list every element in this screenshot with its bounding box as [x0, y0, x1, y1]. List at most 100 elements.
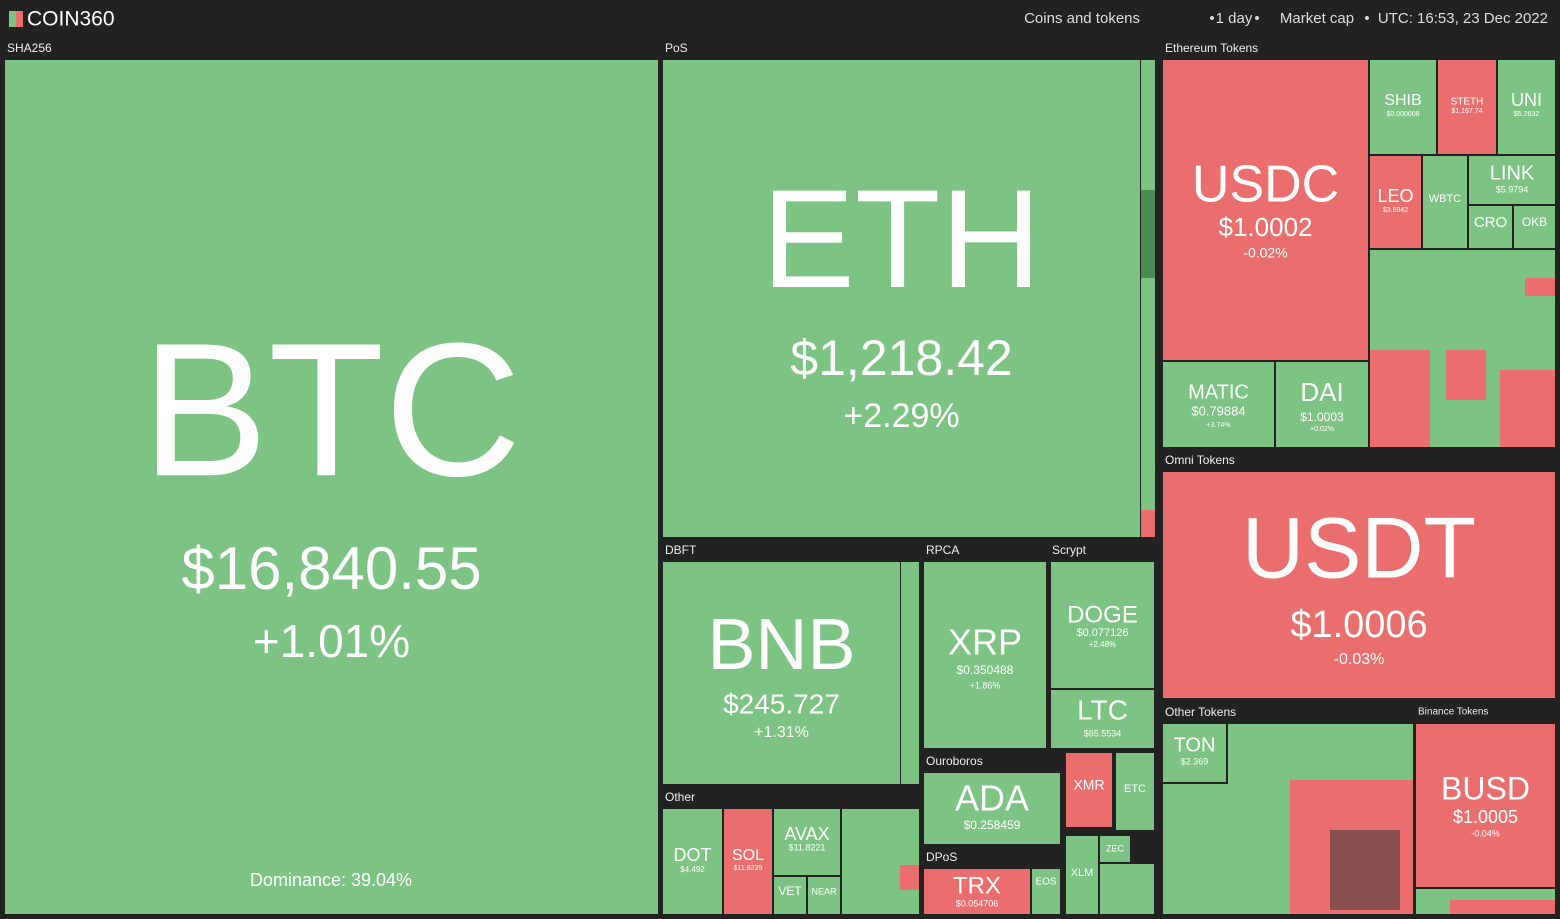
tile-symbol: USDC: [1192, 156, 1339, 214]
tile-symbol: TRX: [953, 872, 1001, 899]
tile-symbol: USDT: [1242, 501, 1476, 597]
tile[interactable]: DOT$4.492: [663, 809, 722, 914]
tile-change: +0.02%: [1310, 426, 1334, 433]
group-label: Other: [665, 790, 695, 804]
tile-box: [1276, 362, 1368, 447]
tile[interactable]: BTC $16,840.55 +1.01%: [5, 60, 658, 914]
group-label: SHA256: [7, 41, 52, 55]
tile[interactable]: LINK$5.9794: [1469, 156, 1555, 204]
tile[interactable]: WBTC: [1423, 156, 1467, 248]
tile-box: [1416, 724, 1555, 887]
tile-change: +2.29%: [843, 397, 959, 435]
group-label: Omni Tokens: [1165, 453, 1235, 467]
tile-price: $1,218.42: [790, 330, 1012, 386]
group-label: DBFT: [665, 543, 697, 557]
tile[interactable]: CRO: [1469, 206, 1512, 248]
tile[interactable]: NEAR: [808, 877, 840, 914]
tile-symbol: VET: [778, 884, 802, 898]
tile[interactable]: SOL$11.8239: [724, 809, 772, 914]
tile[interactable]: EOS: [1032, 869, 1060, 914]
tile-price: $0.79884: [1191, 403, 1245, 418]
tile[interactable]: XRP$0.350488 +1.86%: [924, 562, 1046, 748]
tile-box: [663, 562, 900, 784]
tile[interactable]: ADA$0.258459: [924, 773, 1060, 844]
tile-change: +1.31%: [754, 724, 809, 741]
tile-symbol: XMR: [1073, 777, 1104, 793]
group-label: Ethereum Tokens: [1165, 41, 1258, 55]
tile-symbol: DOT: [674, 845, 712, 865]
tile-price: $0.000008: [1386, 111, 1419, 118]
tile-symbol: DAI: [1300, 377, 1343, 407]
tile-change: +2.48%: [1089, 640, 1116, 649]
tile-price: $0.054706: [956, 898, 999, 908]
tile[interactable]: XMR: [1066, 753, 1112, 827]
tile-box: [5, 60, 658, 914]
tile-box: [1514, 206, 1555, 248]
group-label: DPoS: [926, 850, 957, 864]
filter[interactable]: Market cap: [1280, 10, 1354, 27]
tile[interactable]: OKB: [1514, 206, 1555, 248]
tile[interactable]: AVAX$11.8221: [774, 809, 840, 875]
tile-price: $2.369: [1181, 756, 1209, 766]
tile[interactable]: LTC $65.5534: [1051, 690, 1154, 748]
tile[interactable]: ZEC: [1100, 836, 1130, 862]
filter[interactable]: Coins and tokens: [1024, 10, 1140, 27]
tile-box: [1370, 60, 1436, 154]
tile-box: [1469, 206, 1512, 248]
tile-box: [1051, 690, 1154, 748]
tile-symbol: ETH: [762, 160, 1042, 317]
tile[interactable]: USDT $1.0006 -0.03%: [1163, 472, 1555, 698]
separator: •: [1364, 10, 1369, 27]
tile[interactable]: MATIC$0.79884 +3.74%: [1163, 362, 1274, 447]
tile-box: [1163, 472, 1555, 698]
tile-symbol: WBTC: [1429, 193, 1461, 205]
separator: •: [1209, 10, 1214, 27]
tile-symbol: BNB: [707, 605, 855, 685]
tile[interactable]: BUSD$1.0005-0.04%: [1416, 724, 1555, 887]
tile[interactable]: STETH$1,167.74: [1438, 60, 1496, 154]
tile-box: [1032, 869, 1060, 914]
tile-price: $1.0002: [1219, 212, 1313, 242]
tile-symbol: OKB: [1522, 215, 1547, 229]
filter[interactable]: 1 day: [1216, 10, 1253, 27]
tile[interactable]: DOGE$0.077126+2.48%: [1051, 562, 1154, 688]
logo-icon: [16, 11, 23, 27]
tile-symbol: LINK: [1490, 162, 1535, 184]
tile[interactable]: XLM: [1066, 836, 1098, 914]
tile-symbol: SHIB: [1384, 92, 1421, 109]
tile[interactable]: ETH $1,218.42 +2.29%: [663, 60, 1140, 537]
tile-box: [663, 60, 1140, 537]
tile-box: [1370, 156, 1421, 248]
group-label: RPCA: [926, 543, 959, 557]
tile-box: [663, 809, 722, 914]
logo[interactable]: COIN360: [27, 8, 115, 31]
tile[interactable]: DAI $1.0003 +0.02%: [1276, 362, 1368, 447]
tile[interactable]: TRX$0.054706: [924, 869, 1030, 914]
tile[interactable]: ETC: [1116, 753, 1154, 830]
tile-symbol: STETH: [1451, 97, 1484, 108]
tile-box: [1163, 60, 1368, 360]
minor-tiles: [436, 60, 1555, 914]
group-label: Scrypt: [1052, 543, 1087, 557]
separator: •: [1254, 10, 1259, 27]
tile-price: $4.492: [680, 865, 705, 874]
tile[interactable]: TON$2.369: [1163, 724, 1226, 782]
tile-price: $1.0006: [1290, 604, 1427, 646]
tile[interactable]: USDC$1.0002 -0.02%: [1163, 60, 1368, 360]
tile-symbol: ETC: [1124, 783, 1146, 795]
tile[interactable]: UNI$5.2632: [1498, 60, 1555, 154]
tile-change: +3.74%: [1207, 422, 1231, 429]
tile-box: [924, 562, 1046, 748]
tile-box: [1438, 60, 1496, 154]
tile-box: [1469, 156, 1555, 204]
tile[interactable]: BNB$245.727 +1.31%: [663, 562, 900, 784]
tile[interactable]: SHIB $0.000008: [1370, 60, 1436, 154]
tile-price: $1.0003: [1300, 410, 1344, 424]
tile-box: [1163, 362, 1274, 447]
tile[interactable]: VET: [774, 877, 806, 914]
tile[interactable]: LEO$3.6942: [1370, 156, 1421, 248]
tile-symbol: XRP: [948, 622, 1022, 663]
tile-price: $245.727: [723, 688, 840, 719]
tile-symbol: AVAX: [784, 824, 829, 844]
